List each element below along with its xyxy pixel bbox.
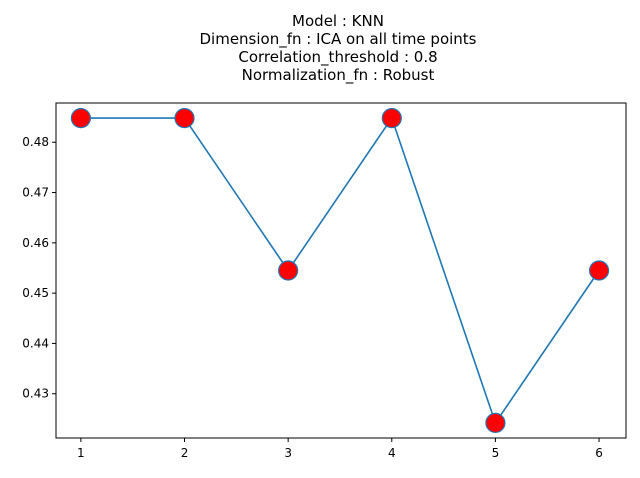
- x-tick-label: 4: [388, 446, 396, 460]
- y-tick-label: 0.47: [22, 186, 49, 200]
- y-tick-label: 0.45: [22, 286, 49, 300]
- y-tick-label: 0.46: [22, 236, 49, 250]
- data-point: [278, 260, 299, 281]
- title-line-4: Normalization_fn : Robust: [242, 66, 435, 85]
- x-axis: 1 2 3 4 5 6: [77, 438, 603, 460]
- y-axis: 0.43 0.44 0.45 0.46 0.47 0.48: [22, 135, 56, 401]
- plot-frame: [55, 102, 627, 439]
- data-point: [588, 260, 610, 281]
- data-point: [70, 107, 91, 129]
- chart-title: Model : KNN Dimension_fn : ICA on all ti…: [199, 12, 476, 85]
- data-point: [381, 107, 402, 129]
- x-tick-label: 6: [595, 446, 603, 460]
- x-tick-label: 5: [492, 446, 500, 460]
- x-tick-label: 3: [284, 446, 292, 460]
- y-tick-label: 0.43: [22, 387, 49, 401]
- series-line: [80, 116, 600, 425]
- data-point: [485, 412, 506, 434]
- title-line-1: Model : KNN: [292, 12, 384, 30]
- title-line-3: Correlation_threshold : 0.8: [238, 48, 437, 67]
- x-tick-label: 2: [181, 446, 189, 460]
- data-point: [174, 107, 195, 129]
- x-tick-label: 1: [77, 446, 85, 460]
- title-line-2: Dimension_fn : ICA on all time points: [199, 30, 476, 49]
- y-tick-label: 0.48: [22, 135, 49, 149]
- series-layer: [70, 107, 610, 434]
- plot-area: [56, 103, 626, 438]
- y-tick-label: 0.44: [22, 336, 49, 350]
